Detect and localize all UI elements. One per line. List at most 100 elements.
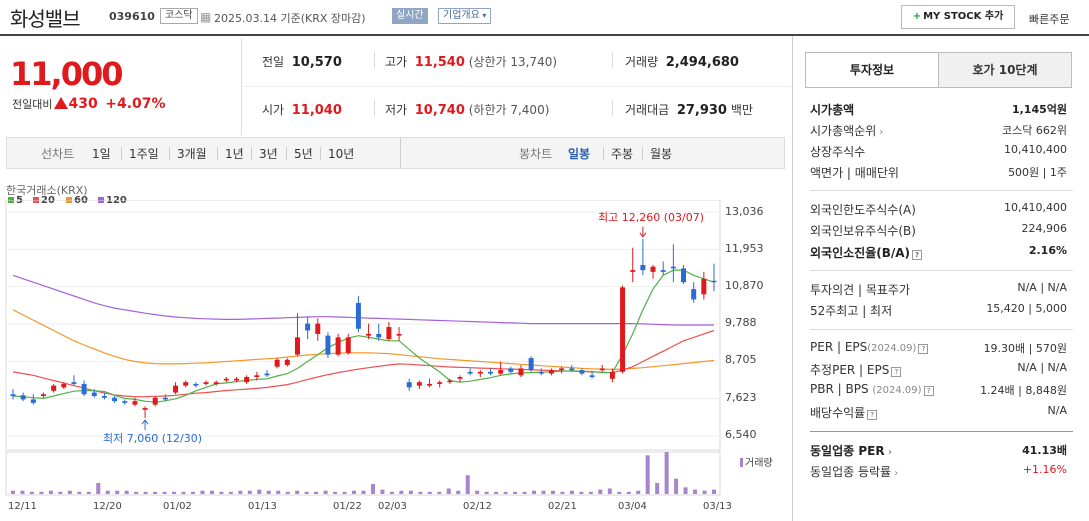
- period-10y[interactable]: 10년: [328, 147, 355, 161]
- x-tick-label: 12/20: [93, 501, 122, 512]
- period-3m[interactable]: 3개월: [177, 147, 207, 161]
- stock-header: 화성밸브 039610 코스닥 ▦ 2025.03.14 기준(KRX 장마감)…: [0, 0, 1089, 36]
- divider: [241, 86, 791, 87]
- period-1d[interactable]: 1일: [92, 147, 111, 161]
- line-chart-label: 선차트: [41, 147, 75, 161]
- volume-bar: [693, 489, 698, 494]
- tab-investment-info[interactable]: 투자정보: [805, 52, 939, 88]
- volume-bar: [465, 475, 470, 494]
- volume-bar: [105, 490, 110, 494]
- quick-order-link[interactable]: 빠른주문: [1029, 13, 1070, 26]
- date-text: 2025.03.14 기준(KRX 장마감): [214, 12, 366, 25]
- ma60-line: [12, 309, 715, 371]
- candle-body: [183, 382, 189, 386]
- divider: [810, 270, 1073, 271]
- prev-close-label: 전일: [262, 55, 285, 69]
- candle-body: [355, 302, 361, 329]
- volume-bar: [20, 490, 25, 494]
- candle-body: [691, 289, 697, 300]
- y-tick-label: 9,788: [725, 316, 757, 329]
- period-5y[interactable]: 5년: [294, 147, 313, 161]
- candle-body: [132, 401, 138, 405]
- help-icon[interactable]: ?: [891, 367, 902, 377]
- volume-bar: [228, 491, 233, 494]
- volume-bar: [683, 487, 688, 494]
- volume-bar: [522, 491, 527, 494]
- candle-body: [264, 373, 270, 376]
- market-cap-rank-text: 시가총액순위: [810, 124, 877, 138]
- divider: [810, 190, 1073, 191]
- volume-bar: [333, 491, 338, 494]
- trade-value-unit: 백만: [730, 103, 753, 117]
- candle-body: [284, 359, 290, 365]
- volume-bar: [11, 490, 15, 494]
- help-icon[interactable]: ?: [912, 250, 923, 260]
- candle-body: [670, 266, 676, 269]
- sector-per-text: 동일업종 PER: [810, 444, 885, 458]
- volume-bar: [96, 482, 101, 494]
- market-cap-rank-row[interactable]: 시가총액순위 › 코스닥 662위: [810, 122, 1067, 142]
- period-1w[interactable]: 1주일: [129, 147, 159, 161]
- low-value: 10,740: [414, 103, 465, 118]
- candle-body: [660, 270, 666, 272]
- min-annotation: 최저 7,060 (12/30): [103, 432, 203, 445]
- help-icon[interactable]: ?: [867, 410, 878, 420]
- volume-bar: [342, 491, 347, 494]
- divider: [169, 147, 170, 160]
- open-label: 시가: [262, 103, 285, 117]
- candle-body: [386, 327, 392, 340]
- candle-body: [335, 337, 341, 355]
- foreign-hold-row: 외국인보유주식수(B) 224,906: [810, 222, 1067, 242]
- tab-quote-10[interactable]: 호가 10단계: [938, 52, 1072, 88]
- volume-bar: [39, 491, 44, 494]
- volume-bar: [408, 490, 413, 494]
- volume-bar: [541, 490, 546, 494]
- period-weekly[interactable]: 주봉: [611, 147, 634, 161]
- volume-bar: [361, 490, 366, 494]
- help-icon[interactable]: ?: [923, 386, 934, 396]
- per-period: (2024.09): [867, 343, 917, 354]
- volume-bar: [257, 489, 262, 494]
- candle-body: [234, 378, 240, 381]
- add-my-stock-label: MY STOCK 추가: [923, 11, 1004, 22]
- trade-value: 거래대금 27,930 백만: [625, 101, 753, 118]
- change-pct: +4.07%: [105, 96, 166, 112]
- high-label: 고가: [385, 55, 408, 69]
- period-monthly[interactable]: 월봉: [650, 147, 673, 161]
- per-label: PER | EPS(2024.09)?: [810, 340, 929, 354]
- volume-bar: [550, 490, 555, 494]
- est-per-label: 추정PER | EPS?: [810, 361, 902, 378]
- foreign-limit-row: 외국인한도주식수(A) 10,410,400: [810, 201, 1067, 221]
- x-tick-label: 01/02: [163, 501, 192, 512]
- candle-body: [681, 268, 687, 283]
- divider: [612, 100, 613, 116]
- par-row: 액면가 | 매매단위 500원 | 1주: [810, 164, 1067, 184]
- period-1y[interactable]: 1년: [225, 147, 244, 161]
- company-overview-button[interactable]: 기업개요 ▾: [438, 8, 492, 24]
- volume-bar: [172, 491, 177, 494]
- sector-per-row[interactable]: 동일업종 PER › 41.13배: [810, 442, 1067, 462]
- x-tick-label: 01/13: [248, 501, 277, 512]
- candle-body: [315, 323, 321, 334]
- volume-bar: [399, 490, 404, 494]
- volume-bar: [617, 491, 622, 494]
- candle-body: [579, 370, 585, 374]
- help-icon[interactable]: ?: [918, 344, 929, 354]
- volume-bar: [77, 491, 82, 494]
- period-3y[interactable]: 3년: [259, 147, 278, 161]
- foreign-ratio-value: 2.16%: [1028, 244, 1067, 257]
- period-daily[interactable]: 일봉: [568, 147, 591, 161]
- candle-body: [640, 264, 646, 271]
- foreign-ratio-label: 외국인소진율(B/A)?: [810, 244, 923, 261]
- upper-limit: (상한가 13,740): [468, 55, 558, 69]
- add-my-stock-button[interactable]: + MY STOCK 추가: [901, 5, 1015, 29]
- sector-rate-row[interactable]: 동일업종 등락률 › +1.16%: [810, 463, 1067, 483]
- opinion-row: 투자의견 | 목표주가 N/A | N/A: [810, 281, 1067, 301]
- price-chart[interactable]: [0, 200, 790, 521]
- company-overview-label: 기업개요: [443, 10, 480, 21]
- volume-swatch: [740, 458, 743, 467]
- volume-value: 2,494,680: [665, 55, 739, 70]
- realtime-badge[interactable]: 실시간: [392, 8, 428, 24]
- candle-body: [589, 375, 595, 378]
- open-price: 시가 11,040: [262, 101, 342, 118]
